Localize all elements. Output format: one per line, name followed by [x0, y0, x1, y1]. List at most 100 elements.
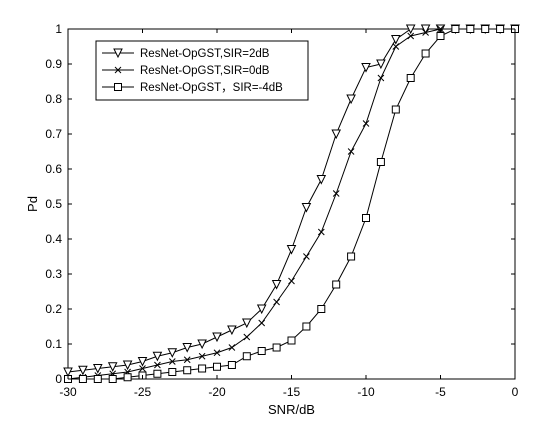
data-point	[92, 364, 103, 374]
data-point	[183, 366, 192, 375]
data-point	[78, 365, 88, 376]
data-point	[391, 105, 400, 114]
data-point	[258, 319, 266, 327]
legend-label: ResNet-OpGST,SIR=2dB	[140, 48, 270, 60]
legend-label: ResNet-OpGST，SIR=-4dB	[140, 82, 283, 94]
data-point	[466, 25, 475, 33]
data-point	[123, 373, 132, 382]
data-point	[114, 66, 122, 74]
legend-entry: ResNet-OpGST,SIR=0dB	[102, 65, 270, 77]
data-point	[332, 190, 340, 197]
data-point	[377, 74, 385, 82]
x-tick-label: -5	[435, 385, 446, 399]
data-point	[496, 25, 505, 33]
data-point	[361, 63, 371, 73]
data-point	[227, 361, 236, 369]
data-point	[257, 347, 266, 355]
data-point	[153, 369, 162, 378]
data-point	[288, 277, 295, 285]
y-tick-label: 0.8	[45, 92, 62, 106]
data-point	[154, 361, 161, 369]
data-point	[332, 280, 341, 289]
y-tick-label: 0.7	[45, 127, 62, 141]
data-point	[362, 120, 370, 127]
data-point	[198, 364, 207, 373]
data-point	[137, 357, 148, 367]
x-tick-label: -25	[134, 385, 152, 399]
data-point	[243, 333, 251, 341]
data-point	[256, 304, 267, 315]
tick-layer: -30 -25 -20 -15 -10 -5 0 0 0.1 0.2 0.3 0.4 0.5 0.6 0.7…	[45, 22, 518, 399]
legend-label: ResNet-OpGST,SIR=0dB	[140, 65, 270, 77]
y-tick-label: 0.5	[45, 197, 62, 211]
data-point	[183, 356, 191, 364]
data-point	[421, 49, 430, 58]
data-point	[347, 252, 356, 261]
y-tick-label: 0.2	[45, 302, 62, 316]
data-point	[376, 59, 386, 70]
data-point	[451, 25, 460, 33]
data-point	[241, 318, 252, 329]
data-point	[303, 253, 310, 260]
y-tick-label: 1	[55, 22, 62, 36]
x-tick-label: -10	[357, 385, 375, 399]
data-point	[331, 129, 342, 140]
series-layer	[63, 24, 520, 383]
data-point	[272, 343, 281, 352]
y-tick-label: 0.6	[45, 162, 62, 176]
x-tick-label: -30	[59, 385, 77, 399]
data-point	[197, 339, 207, 350]
data-point	[362, 214, 370, 222]
y-axis-title: Pd	[25, 196, 40, 212]
data-point	[347, 148, 355, 155]
data-point	[301, 203, 312, 213]
data-point	[168, 368, 177, 376]
data-point	[122, 360, 133, 371]
legend-entry: ResNet-OpGST，SIR=-4dB	[102, 82, 283, 94]
data-point	[114, 83, 122, 91]
y-tick-label: 0.1	[45, 337, 62, 351]
data-point	[405, 24, 416, 35]
data-point	[108, 375, 117, 383]
data-point	[316, 175, 327, 185]
x-tick-label: -20	[208, 385, 226, 399]
data-point	[317, 228, 325, 236]
data-point	[139, 365, 146, 372]
data-point	[406, 74, 415, 82]
y-tick-label: 0.9	[45, 57, 62, 71]
data-point	[420, 24, 431, 35]
data-point	[390, 35, 401, 45]
data-point	[481, 25, 490, 33]
data-point	[152, 351, 163, 362]
data-point	[273, 298, 280, 306]
data-point	[422, 29, 429, 36]
data-point	[107, 362, 118, 372]
data-point	[182, 343, 193, 353]
data-point	[287, 336, 296, 345]
data-point	[242, 352, 251, 361]
data-point	[78, 375, 87, 383]
data-point	[346, 94, 356, 105]
data-point	[392, 43, 400, 50]
y-tick-label: 0.4	[45, 232, 62, 246]
data-point	[376, 158, 385, 166]
x-tick-label: -15	[283, 385, 301, 399]
data-point	[93, 375, 102, 383]
data-point	[63, 367, 73, 378]
legend-entry: ResNet-OpGST,SIR=2dB	[102, 48, 270, 60]
data-point	[302, 322, 311, 331]
x-tick-label: 0	[512, 385, 519, 399]
legend: ResNet-OpGST,SIR=2dB ResNet-OpGST,SIR=0dB…	[95, 40, 309, 101]
data-point	[286, 245, 297, 255]
data-point	[113, 48, 123, 59]
data-point	[317, 305, 326, 313]
y-tick-label: 0.3	[45, 267, 62, 281]
data-point	[198, 352, 206, 360]
data-point	[407, 32, 415, 40]
data-point	[271, 280, 282, 290]
data-point	[212, 332, 222, 343]
data-point	[436, 32, 445, 40]
data-point	[213, 349, 221, 357]
y-tick-label: 0	[55, 372, 62, 386]
